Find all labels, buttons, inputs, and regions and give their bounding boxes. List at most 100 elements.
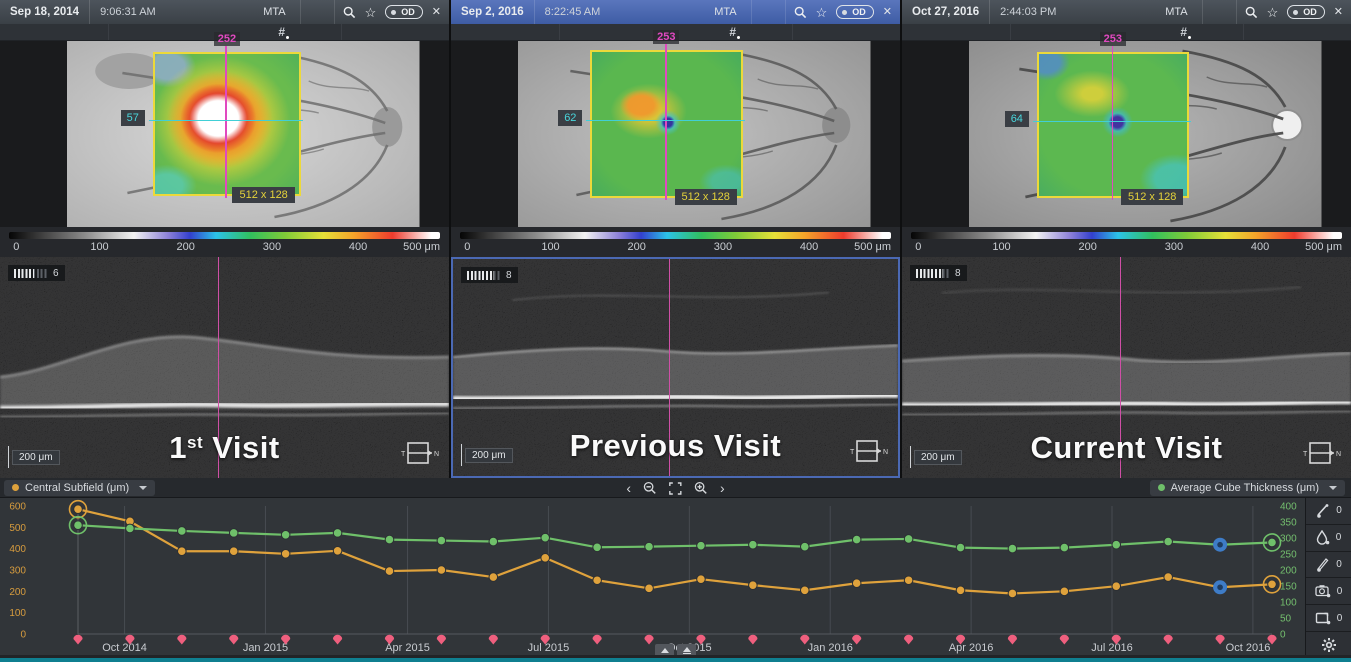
thickness-colorbar: 0 100 200 300 400 500 μm [0,227,449,257]
trend-legend-bar: Central Subfield (μm) Average Cube Thick… [0,478,1351,498]
measure-tool-button[interactable]: 0 [1306,498,1351,525]
tool-count: 0 [1335,532,1342,544]
magnifier-icon[interactable] [794,6,807,19]
favorite-star-icon[interactable]: ☆ [815,4,828,20]
left-series-label: Central Subfield (μm) [25,481,130,494]
analysis-tag: MTA [1151,0,1203,24]
vertical-slice-number: 252 [213,32,241,46]
eye-toggle[interactable]: OD [385,5,423,19]
collapse-chart-button[interactable] [655,644,674,657]
visit-annotation: Current Visit [1030,430,1223,465]
bscan-slice-line[interactable] [1119,257,1122,478]
chevron-down-icon [139,485,148,490]
vertical-slice-number: 253 [1099,32,1126,46]
eye-toggle[interactable]: OD [836,5,874,19]
pen-tool-button[interactable]: 0 [1306,552,1351,579]
thickness-map[interactable]: 253 64 512 x 128 [1004,32,1192,205]
panel-header[interactable]: Sep 2, 2016 8:22:45 AM MTA ☆ OD ✕ [451,0,900,24]
left-series-selector[interactable]: Central Subfield (μm) [4,479,156,496]
svg-text:100: 100 [9,608,26,619]
colorbar-tick: 300 [713,241,733,253]
next-visit-button[interactable]: › [720,480,725,496]
svg-text:Jan 2016: Jan 2016 [808,642,853,654]
bscan-slice-line[interactable] [668,259,671,476]
slice-position-indicator: 8 [910,265,967,281]
toggle-knob-icon [391,9,397,15]
slice-bars-icon [916,268,950,278]
tool-count: 0 [1336,559,1342,571]
colorbar-gradient [460,232,891,239]
colorbar-tick: 400 [799,241,819,253]
expand-chart-button[interactable] [677,644,696,657]
window-edge-highlight [0,658,1351,662]
svg-text:100: 100 [1280,598,1297,609]
previous-visit-button[interactable]: ‹ [626,480,631,496]
fundus-image[interactable]: 252 57 512 x 128 [0,32,449,227]
bscan-image[interactable]: 8 200 μm Previous Visit T N [451,257,900,478]
visit-date: Sep 2, 2016 [451,0,535,24]
camera-tool-button[interactable]: 0 [1306,578,1351,606]
scale-value: 200 μm [12,449,60,465]
panel-header[interactable]: Oct 27, 2016 2:44:03 PM MTA ☆ OD ✕ [902,0,1351,24]
annotation-toolbar: 0 0 0 0 0 [1305,498,1351,658]
horizontal-slice-line[interactable] [148,119,303,122]
scan-size-label: 512 x 128 [232,187,295,203]
visit-annotation: Previous Visit [569,428,782,463]
magnifier-icon[interactable] [343,6,356,19]
visit-panel-current: Oct 27, 2016 2:44:03 PM MTA ☆ OD ✕ [902,0,1351,478]
register-grid-icon[interactable]: # [1180,25,1191,39]
frame-tool-button[interactable]: 0 [1306,605,1351,633]
zoom-out-button[interactable] [643,481,657,495]
bscan-image[interactable]: 6 200 μm 1st Visit T N [0,257,449,478]
register-grid-icon[interactable]: # [278,25,289,39]
vertical-slice-line[interactable] [225,46,227,198]
zoom-in-button[interactable] [694,481,708,495]
slice-index: 8 [955,267,961,279]
tool-count: 0 [1336,505,1342,517]
favorite-star-icon[interactable]: ☆ [1266,4,1279,20]
colorbar-tick: 400 [1250,241,1270,253]
horizontal-slice-number: 64 [1004,110,1029,127]
colorbar-gradient [9,232,440,239]
horizontal-slice-line[interactable] [1032,120,1192,123]
visit-panels: Sep 18, 2014 9:06:31 AM MTA ☆ OD ✕ [0,0,1351,478]
bscan-slice-line[interactable] [217,257,220,478]
fit-view-button[interactable] [669,481,682,495]
close-icon[interactable]: ✕ [431,5,441,18]
magnifier-icon[interactable] [1245,6,1258,19]
visit-date: Oct 27, 2016 [902,0,991,24]
thickness-map[interactable]: 253 62 512 x 128 [558,30,745,205]
favorite-star-icon[interactable]: ☆ [364,4,377,20]
register-grid-icon[interactable]: # [729,25,740,39]
panel-header[interactable]: Sep 18, 2014 9:06:31 AM MTA ☆ OD ✕ [0,0,449,24]
close-icon[interactable]: ✕ [882,5,892,18]
trend-chart[interactable]: Oct 2014 Jan 2015 Apr 2015 Jul 2015 Oct 2015… [0,498,1305,658]
svg-text:Oct 2016: Oct 2016 [1226,642,1271,654]
droplet-tool-button[interactable]: 0 [1306,525,1351,552]
thickness-colorbar: 0 100 200 300 400 500 μm [451,227,900,257]
settings-button[interactable] [1306,632,1351,658]
fundus-image[interactable]: 253 64 512 x 128 [902,32,1351,227]
thickness-colorbar: 0 100 200 300 400 500 μm [902,227,1351,257]
scale-value: 200 μm [465,447,513,463]
close-icon[interactable]: ✕ [1333,5,1343,18]
horizontal-slice-line[interactable] [586,119,745,122]
slice-bars-icon [467,270,501,280]
thickness-map[interactable]: 252 57 512 x 128 [120,32,303,203]
bscan-image[interactable]: 8 200 μm Current Visit T N [902,257,1351,478]
slice-index: 6 [53,267,59,279]
visit-panel-previous: Sep 2, 2016 8:22:45 AM MTA ☆ OD ✕ [451,0,900,478]
eye-label: OD [1303,7,1317,17]
fundus-image[interactable]: 253 62 512 x 128 [451,30,900,227]
analysis-tag: MTA [700,0,752,24]
right-series-selector[interactable]: Average Cube Thickness (μm) [1149,479,1345,496]
svg-text:T: T [850,449,855,456]
orientation-indicator: T N [848,438,888,464]
vertical-slice-line[interactable] [665,44,667,200]
svg-text:Apr 2015: Apr 2015 [385,642,430,654]
eye-toggle[interactable]: OD [1287,5,1325,19]
colorbar-tick: 0 [13,241,20,253]
svg-text:Apr 2016: Apr 2016 [949,642,994,654]
vertical-slice-line[interactable] [1111,46,1114,200]
